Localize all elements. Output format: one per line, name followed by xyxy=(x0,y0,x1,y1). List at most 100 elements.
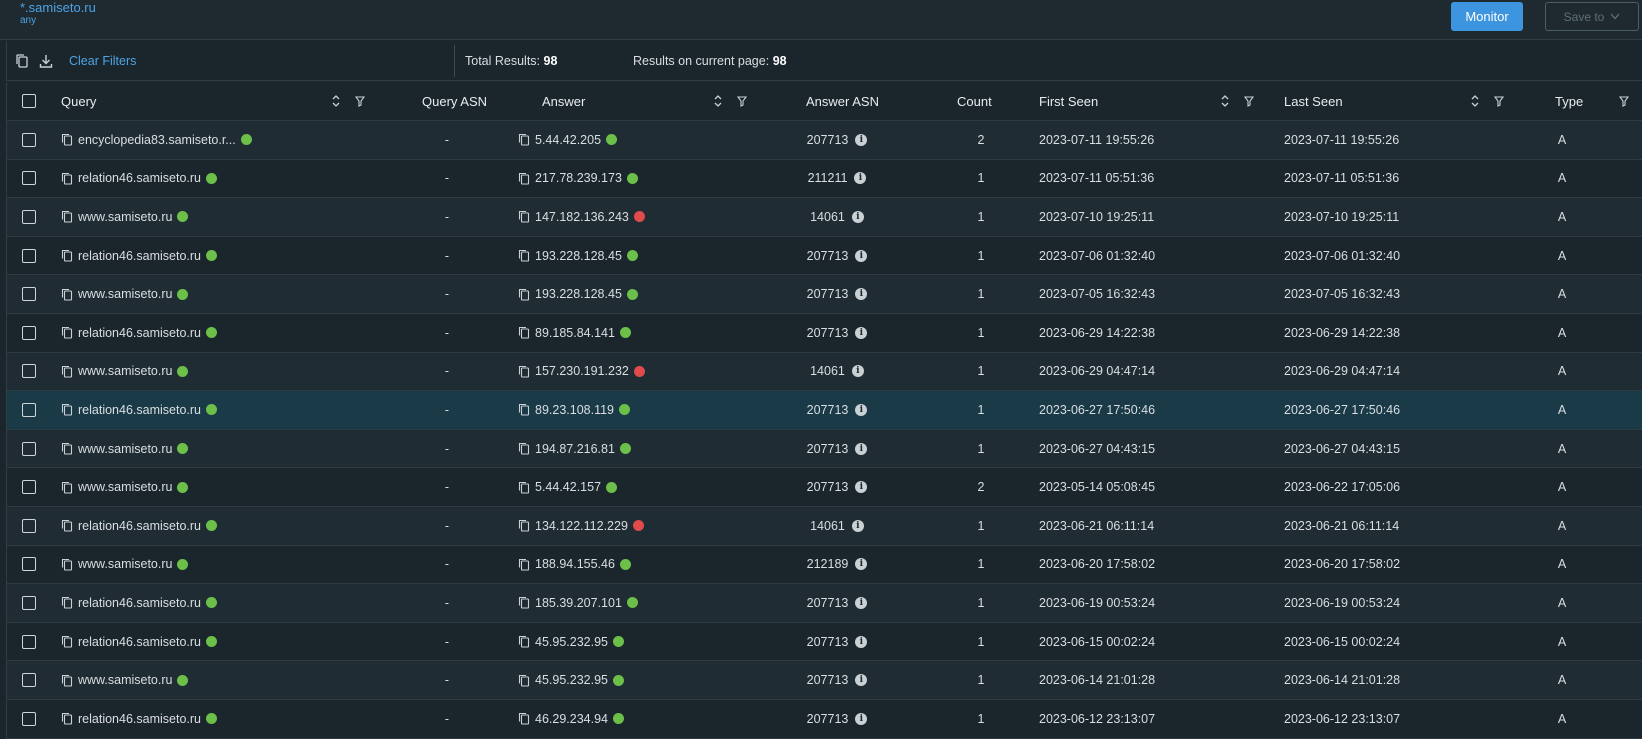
answer-asn-value[interactable]: 207713 xyxy=(806,325,849,340)
column-last-seen[interactable]: Last Seen xyxy=(1284,93,1343,109)
answer-value[interactable]: 147.182.136.243 xyxy=(535,209,629,224)
copy-icon[interactable] xyxy=(61,635,78,648)
query-value[interactable]: encyclopedia83.samiseto.r... xyxy=(78,132,236,147)
table-row[interactable]: www.samiseto.ru - 5.44.42.157 207713 i 2 2023-… xyxy=(7,468,1642,507)
copy-icon[interactable] xyxy=(518,210,535,224)
answer-asn-value[interactable]: 212189 xyxy=(806,557,849,572)
copy-icon[interactable] xyxy=(61,249,78,262)
copy-icon[interactable] xyxy=(518,712,535,725)
copy-icon[interactable] xyxy=(518,403,535,417)
copy-icon[interactable] xyxy=(61,558,78,571)
column-query-asn[interactable]: Query ASN xyxy=(422,93,488,109)
row-checkbox[interactable] xyxy=(22,673,36,688)
info-icon[interactable]: i xyxy=(854,172,867,185)
answer-value[interactable]: 45.95.232.95 xyxy=(535,673,608,688)
copy-icon[interactable] xyxy=(14,53,30,69)
copy-icon[interactable] xyxy=(518,481,535,494)
query-value[interactable]: www.samiseto.ru xyxy=(78,364,173,379)
column-query[interactable]: Query xyxy=(61,93,97,109)
column-answer-asn[interactable]: Answer ASN xyxy=(806,93,879,109)
download-icon[interactable] xyxy=(38,53,54,69)
table-row[interactable]: relation46.samiseto.ru - 46.29.234.94 20771… xyxy=(7,699,1642,739)
sort-icon[interactable] xyxy=(331,82,341,120)
answer-asn-value[interactable]: 207713 xyxy=(806,287,849,302)
copy-icon[interactable] xyxy=(518,365,535,378)
row-checkbox[interactable] xyxy=(22,402,36,417)
query-value[interactable]: relation46.samiseto.ru xyxy=(78,595,201,610)
answer-asn-value[interactable]: 207713 xyxy=(806,711,849,726)
answer-asn-value[interactable]: 207713 xyxy=(806,595,849,610)
copy-icon[interactable] xyxy=(518,596,535,609)
table-row[interactable]: www.samiseto.ru - 147.182.136.243 14061 i 1 20… xyxy=(7,198,1642,237)
answer-asn-value[interactable]: 207713 xyxy=(806,480,849,495)
copy-icon[interactable] xyxy=(518,326,535,339)
answer-value[interactable]: 5.44.42.157 xyxy=(535,480,602,495)
row-checkbox[interactable] xyxy=(22,325,36,340)
copy-icon[interactable] xyxy=(61,712,78,725)
answer-asn-value[interactable]: 14061 xyxy=(810,518,845,533)
column-count[interactable]: Count xyxy=(957,93,992,109)
answer-value[interactable]: 5.44.42.205 xyxy=(535,132,602,147)
sort-icon[interactable] xyxy=(1220,82,1230,120)
row-checkbox[interactable] xyxy=(22,634,36,649)
query-value[interactable]: www.samiseto.ru xyxy=(78,209,173,224)
answer-value[interactable]: 194.87.216.81 xyxy=(535,441,615,456)
table-row[interactable]: relation46.samiseto.ru - 89.23.108.119 2077… xyxy=(7,391,1642,430)
query-value[interactable]: www.samiseto.ru xyxy=(78,441,173,456)
table-row[interactable]: www.samiseto.ru - 188.94.155.46 212189 i 1 202… xyxy=(7,545,1642,585)
search-query[interactable]: *.samiseto.ru xyxy=(20,0,96,15)
table-row[interactable]: relation46.samiseto.ru - 185.39.207.101 207… xyxy=(7,584,1642,623)
info-icon[interactable]: i xyxy=(855,558,868,571)
table-row[interactable]: www.samiseto.ru - 194.87.216.81 207713 i 1 202… xyxy=(7,429,1642,469)
row-checkbox[interactable] xyxy=(22,171,36,186)
row-checkbox[interactable] xyxy=(22,557,36,572)
copy-icon[interactable] xyxy=(61,133,78,146)
answer-value[interactable]: 46.29.234.94 xyxy=(535,711,608,726)
row-checkbox[interactable] xyxy=(22,518,36,533)
info-icon[interactable]: i xyxy=(855,674,868,687)
clear-filters-link[interactable]: Clear Filters xyxy=(69,54,137,68)
query-value[interactable]: relation46.samiseto.ru xyxy=(78,518,201,533)
row-checkbox[interactable] xyxy=(22,480,36,495)
copy-icon[interactable] xyxy=(61,326,78,339)
answer-value[interactable]: 134.122.112.229 xyxy=(535,518,628,533)
copy-icon[interactable] xyxy=(518,635,535,648)
row-checkbox[interactable] xyxy=(22,364,36,379)
answer-value[interactable]: 185.39.207.101 xyxy=(535,595,622,610)
column-first-seen[interactable]: First Seen xyxy=(1039,93,1099,109)
answer-value[interactable]: 188.94.155.46 xyxy=(535,557,615,572)
copy-icon[interactable] xyxy=(61,403,78,417)
info-icon[interactable]: i xyxy=(855,481,868,494)
table-row[interactable]: relation46.samiseto.ru - 45.95.232.95 20771… xyxy=(7,622,1642,662)
row-checkbox[interactable] xyxy=(22,595,36,610)
info-icon[interactable]: i xyxy=(855,133,868,146)
info-icon[interactable]: i xyxy=(855,442,868,455)
column-answer[interactable]: Answer xyxy=(542,93,586,109)
table-row[interactable]: relation46.samiseto.ru - 134.122.112.229 14… xyxy=(7,506,1642,546)
save-to-button[interactable]: Save to xyxy=(1545,2,1639,31)
row-checkbox[interactable] xyxy=(22,209,36,224)
copy-icon[interactable] xyxy=(518,133,535,146)
info-icon[interactable]: i xyxy=(855,712,868,725)
row-checkbox[interactable] xyxy=(22,248,36,263)
answer-asn-value[interactable]: 207713 xyxy=(806,248,849,263)
answer-asn-value[interactable]: 207713 xyxy=(806,441,849,456)
row-checkbox[interactable] xyxy=(22,711,36,726)
answer-asn-value[interactable]: 211211 xyxy=(807,171,848,186)
row-checkbox[interactable] xyxy=(22,287,36,302)
copy-icon[interactable] xyxy=(518,288,535,301)
sort-icon[interactable] xyxy=(1470,82,1480,120)
table-row[interactable]: relation46.samiseto.ru - 89.185.84.141 2077… xyxy=(7,313,1642,353)
query-value[interactable]: relation46.samiseto.ru xyxy=(78,711,201,726)
copy-icon[interactable] xyxy=(518,249,535,262)
copy-icon[interactable] xyxy=(61,172,78,185)
sort-icon[interactable] xyxy=(713,82,723,120)
copy-icon[interactable] xyxy=(61,210,78,224)
row-checkbox[interactable] xyxy=(22,132,36,147)
copy-icon[interactable] xyxy=(61,481,78,494)
answer-asn-value[interactable]: 207713 xyxy=(806,132,849,147)
answer-value[interactable]: 89.23.108.119 xyxy=(535,402,615,417)
query-value[interactable]: www.samiseto.ru xyxy=(78,287,173,302)
answer-asn-value[interactable]: 207713 xyxy=(806,634,849,649)
filter-icon[interactable] xyxy=(355,82,365,120)
